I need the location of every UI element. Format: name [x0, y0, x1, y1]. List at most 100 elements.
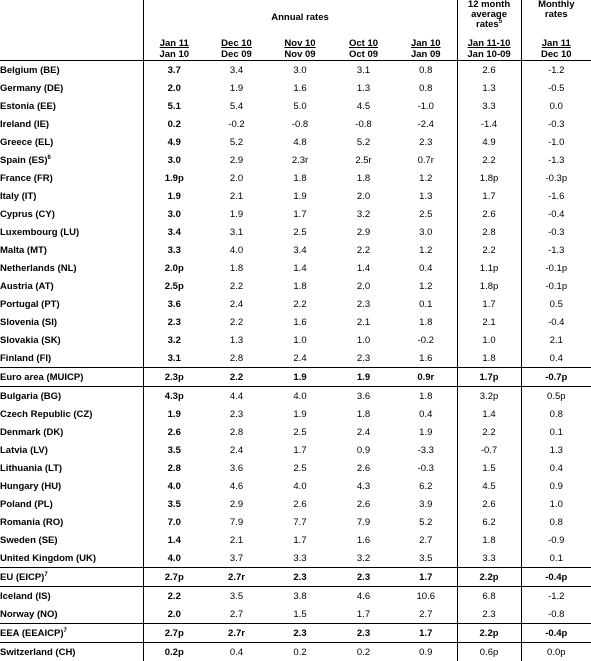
- country-name: EU (EICP)7: [0, 568, 143, 587]
- value-cell: -0.4p: [521, 624, 591, 643]
- value-cell: 1.6: [268, 79, 332, 97]
- country-label: Luxembourg (LU): [0, 227, 79, 238]
- value-cell: 2.3: [268, 568, 332, 587]
- value-cell: -0.3: [521, 115, 591, 133]
- value-cell: 3.4: [205, 61, 268, 80]
- value-cell: 3.3: [143, 241, 205, 259]
- column-header-bottom: Oct 09: [332, 49, 395, 60]
- value-cell: 2.9: [205, 495, 268, 513]
- value-cell: 2.7: [205, 605, 268, 624]
- value-cell: 0.8: [395, 79, 457, 97]
- value-cell: 2.7: [395, 531, 457, 549]
- value-cell: 3.3: [457, 549, 521, 568]
- value-cell: 3.8: [268, 587, 332, 606]
- country-label: Germany (DE): [0, 83, 63, 94]
- value-cell: 0.5p: [521, 387, 591, 406]
- country-label: Spain (ES): [0, 155, 48, 166]
- country-label: Switzerland (CH): [0, 647, 75, 658]
- value-cell: 2.2: [205, 277, 268, 295]
- value-cell: 5.1: [143, 97, 205, 115]
- value-cell: 5.2: [395, 513, 457, 531]
- twelve-month-footnote: 5: [499, 19, 502, 25]
- country-label: Sweden (SE): [0, 535, 58, 546]
- value-cell: 4.3: [332, 477, 395, 495]
- value-cell: -0.3p: [521, 169, 591, 187]
- country-name: Belgium (BE): [0, 61, 143, 80]
- column-header-bottom: Dec 10: [522, 49, 591, 60]
- value-cell: 2.2: [205, 313, 268, 331]
- country-name: Spain (ES)6: [0, 151, 143, 169]
- country-name: Romania (RO): [0, 513, 143, 531]
- value-cell: 1.7: [395, 568, 457, 587]
- value-cell: 3.2: [332, 205, 395, 223]
- value-cell: 4.4: [205, 387, 268, 406]
- column-header-top: Oct 10: [332, 38, 395, 49]
- value-cell: 2.3: [395, 133, 457, 151]
- country-name: United Kingdom (UK): [0, 549, 143, 568]
- value-cell: 2.4: [332, 423, 395, 441]
- value-cell: 0.8: [521, 405, 591, 423]
- value-cell: 1.9: [395, 423, 457, 441]
- table-header: Annual rates 12 month average rates5 Mon…: [0, 0, 591, 61]
- country-label: Slovakia (SK): [0, 335, 61, 346]
- value-cell: 0.9r: [395, 368, 457, 387]
- column-header-top: Jan 11-10: [458, 38, 521, 49]
- footnote-marker: 6: [48, 154, 51, 160]
- country-label: EEA (EEAICP): [0, 628, 64, 639]
- country-label: Hungary (HU): [0, 481, 61, 492]
- value-cell: 2.3: [457, 605, 521, 624]
- value-cell: 0.9: [521, 477, 591, 495]
- value-cell: 2.6: [457, 61, 521, 80]
- value-cell: 3.0: [268, 61, 332, 80]
- value-cell: 1.8: [395, 313, 457, 331]
- value-cell: 4.6: [205, 477, 268, 495]
- value-cell: -1.3: [521, 241, 591, 259]
- value-cell: 1.0: [268, 331, 332, 349]
- country-name: Slovenia (SI): [0, 313, 143, 331]
- value-cell: 2.8: [143, 459, 205, 477]
- value-cell: 2.0: [143, 605, 205, 624]
- value-cell: 2.7r: [205, 624, 268, 643]
- value-cell: 4.5: [332, 97, 395, 115]
- value-cell: 3.2: [332, 549, 395, 568]
- table-row: Ireland (IE)0.2-0.2-0.8-0.8-2.4-1.4-0.3: [0, 115, 591, 133]
- value-cell: 3.3: [268, 549, 332, 568]
- value-cell: 3.6: [332, 387, 395, 406]
- value-cell: 1.9: [205, 79, 268, 97]
- country-label: Belgium (BE): [0, 65, 60, 76]
- twelve-month-line3: rates: [476, 19, 499, 30]
- value-cell: 5.2: [205, 133, 268, 151]
- value-cell: 1.9: [268, 187, 332, 205]
- country-name: Denmark (DK): [0, 423, 143, 441]
- header-monthly: Monthly rates: [521, 0, 591, 38]
- value-cell: 2.1: [457, 313, 521, 331]
- value-cell: 0.1: [521, 549, 591, 568]
- value-cell: 5.2: [332, 133, 395, 151]
- value-cell: 0.1: [521, 423, 591, 441]
- value-cell: -0.3: [521, 223, 591, 241]
- country-name: Ireland (IE): [0, 115, 143, 133]
- country-name: Luxembourg (LU): [0, 223, 143, 241]
- value-cell: 2.2: [332, 241, 395, 259]
- value-cell: 3.7: [143, 61, 205, 80]
- header-dates-blank: [0, 38, 143, 61]
- value-cell: 0.4: [395, 405, 457, 423]
- value-cell: 3.4: [268, 241, 332, 259]
- value-cell: 2.9: [205, 151, 268, 169]
- value-cell: -0.4p: [521, 568, 591, 587]
- value-cell: 1.8p: [457, 277, 521, 295]
